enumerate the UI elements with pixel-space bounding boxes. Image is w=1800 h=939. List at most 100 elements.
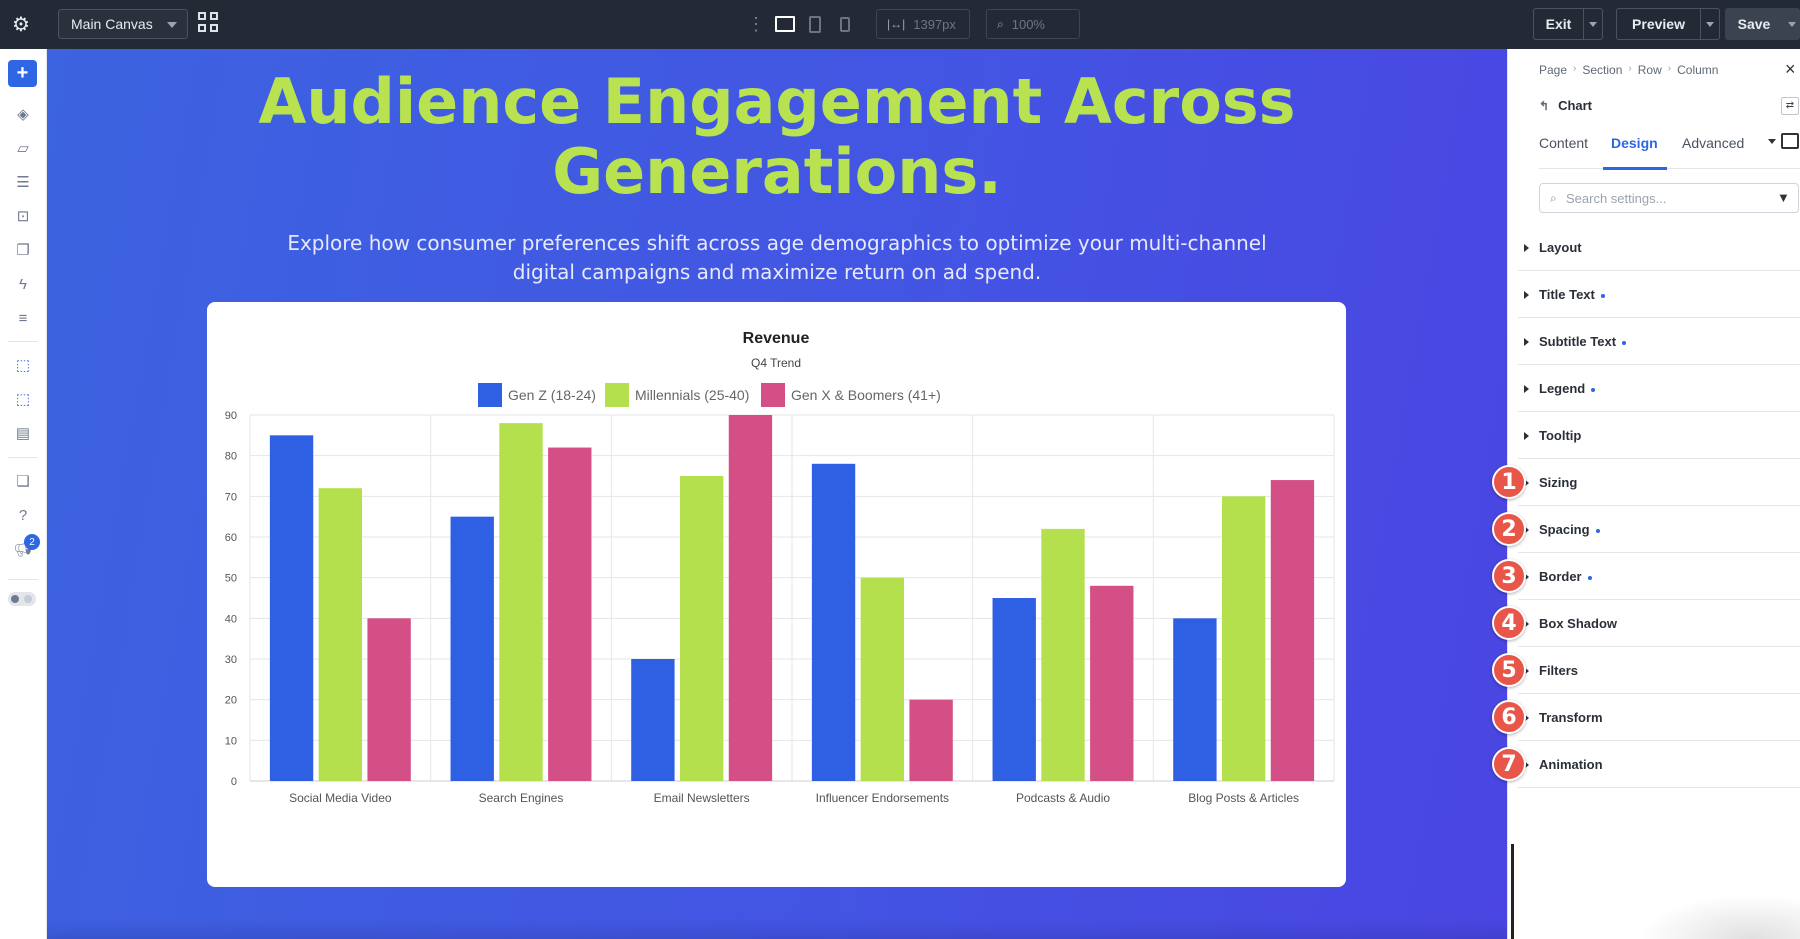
tab-design[interactable]: Design bbox=[1611, 135, 1658, 151]
breadcrumb: Page › Section › Row › Column bbox=[1539, 63, 1718, 77]
breadcrumb-item[interactable]: Row bbox=[1637, 63, 1662, 77]
settings-section-row[interactable]: Spacing bbox=[1518, 506, 1800, 553]
chevron-down-icon bbox=[1589, 21, 1597, 27]
zoom-input[interactable]: ⌕ 100% bbox=[986, 9, 1080, 39]
settings-section-row[interactable]: Box Shadow bbox=[1518, 600, 1800, 647]
settings-section-label: Legend bbox=[1539, 381, 1596, 396]
caret-right-icon bbox=[1524, 432, 1529, 440]
y-tick-label: 80 bbox=[225, 451, 237, 463]
bar bbox=[1270, 480, 1315, 781]
canvas-icon[interactable]: ▤ bbox=[15, 425, 31, 442]
preview-options-button[interactable] bbox=[1700, 8, 1720, 40]
chart-module[interactable]: Revenue Q4 Trend Gen Z (18-24) Millennial… bbox=[207, 302, 1346, 887]
settings-section-row[interactable]: Animation bbox=[1518, 741, 1800, 788]
save-options-button[interactable] bbox=[1783, 8, 1800, 40]
builder-canvas: Audience Engagement Across Generations. … bbox=[47, 49, 1507, 939]
phone-view-button[interactable] bbox=[836, 13, 854, 35]
add-icon[interactable]: + bbox=[8, 60, 37, 87]
tab-advanced[interactable]: Advanced bbox=[1682, 135, 1745, 151]
width-input[interactable]: |↔| 1397px bbox=[876, 9, 970, 39]
search-input[interactable] bbox=[1566, 188, 1766, 208]
width-value: 1397px bbox=[913, 16, 956, 32]
settings-section-label: Layout bbox=[1539, 240, 1582, 255]
filter-icon[interactable]: ▼ bbox=[1777, 190, 1790, 205]
scrollbar[interactable] bbox=[1511, 844, 1514, 939]
divider bbox=[8, 579, 38, 580]
settings-section-label: Animation bbox=[1539, 757, 1603, 772]
settings-section-row[interactable]: Transform bbox=[1518, 694, 1800, 741]
bar bbox=[1221, 496, 1266, 781]
breadcrumb-item[interactable]: Section bbox=[1582, 63, 1623, 77]
bar bbox=[811, 463, 856, 781]
settings-section-row[interactable]: Filters bbox=[1518, 647, 1800, 694]
y-tick-label: 60 bbox=[225, 532, 237, 544]
settings-section-row[interactable]: Legend bbox=[1518, 365, 1800, 412]
caret-right-icon bbox=[1524, 573, 1529, 581]
bar-chart: Revenue Q4 Trend Gen Z (18-24) Millennial… bbox=[225, 330, 1335, 805]
preview-button[interactable]: Preview bbox=[1616, 8, 1700, 40]
settings-section-label: Sizing bbox=[1539, 475, 1577, 490]
step-number-badge: 7 bbox=[1492, 747, 1526, 781]
phone-icon bbox=[840, 16, 850, 32]
chevron-down-icon[interactable] bbox=[1768, 139, 1776, 144]
x-tick-label: Social Media Video bbox=[289, 791, 392, 805]
database-icon[interactable]: ☰ bbox=[16, 174, 30, 191]
step-number-badge: 2 bbox=[1492, 512, 1526, 546]
help-icon[interactable]: ? bbox=[18, 506, 28, 524]
desktop-view-button[interactable] bbox=[774, 13, 796, 35]
lightning-icon[interactable]: ϟ bbox=[19, 275, 27, 293]
breadcrumb-item[interactable]: Page bbox=[1539, 63, 1568, 77]
stack-icon[interactable]: ❏ bbox=[16, 473, 30, 490]
page-subtitle: Explore how consumer preferences shift a… bbox=[287, 231, 1267, 284]
settings-section-row[interactable]: Subtitle Text bbox=[1518, 318, 1800, 365]
settings-section-row[interactable]: Sizing bbox=[1518, 459, 1800, 506]
select-icon[interactable]: ⬚ bbox=[15, 357, 31, 374]
caret-right-icon bbox=[1524, 291, 1529, 299]
x-tick-label: Email Newsletters bbox=[654, 791, 750, 805]
multi-select-icon[interactable]: ⬚ bbox=[15, 391, 31, 408]
breadcrumb-item[interactable]: Column bbox=[1677, 63, 1719, 77]
settings-section-row[interactable]: Title Text bbox=[1518, 271, 1800, 318]
settings-section-row[interactable]: Layout bbox=[1518, 224, 1800, 271]
y-tick-label: 20 bbox=[225, 695, 237, 707]
module-name: Chart bbox=[1558, 98, 1593, 113]
zoom-value: 100% bbox=[1011, 16, 1045, 32]
close-icon[interactable]: × bbox=[1785, 59, 1796, 79]
settings-section-row[interactable]: Tooltip bbox=[1518, 412, 1800, 459]
tablet-view-button[interactable] bbox=[806, 13, 824, 35]
theme-builder-icon[interactable]: ▱ bbox=[17, 140, 29, 157]
more-vertical-icon[interactable]: ⋮ bbox=[747, 13, 765, 34]
adjust-icon[interactable]: ⇄ bbox=[1781, 97, 1799, 115]
canvas-select[interactable]: Main Canvas bbox=[58, 9, 188, 39]
settings-lines-icon[interactable]: ≡ bbox=[18, 309, 28, 327]
back-icon[interactable]: ↰ bbox=[1539, 98, 1550, 113]
tablet-icon bbox=[809, 15, 821, 33]
y-tick-label: 30 bbox=[225, 654, 237, 666]
section-label-text: Border bbox=[1539, 569, 1582, 584]
grid-view-icon[interactable] bbox=[198, 12, 220, 34]
exit-options-button[interactable] bbox=[1583, 8, 1603, 40]
desktop-icon bbox=[775, 16, 795, 32]
gear-icon[interactable]: ⚙ bbox=[12, 13, 30, 36]
section-label-text: Spacing bbox=[1539, 522, 1590, 537]
y-tick-label: 70 bbox=[225, 491, 237, 503]
preview-box-icon[interactable] bbox=[1781, 133, 1799, 149]
bar bbox=[992, 598, 1036, 781]
width-icon: |↔| bbox=[887, 17, 906, 31]
section-label-text: Sizing bbox=[1539, 475, 1578, 490]
x-tick-label: Blog Posts & Articles bbox=[1188, 791, 1299, 805]
chart-grid: 0 10 20 30 40 50 60 70 80 90 bbox=[225, 410, 1335, 788]
caret-right-icon bbox=[1524, 479, 1529, 487]
pages-icon[interactable]: ❐ bbox=[16, 242, 30, 259]
tab-content[interactable]: Content bbox=[1539, 135, 1589, 151]
bar bbox=[860, 577, 905, 781]
legend-swatch bbox=[605, 383, 629, 407]
save-button[interactable]: Save bbox=[1725, 8, 1783, 40]
portability-icon[interactable]: ⊡ bbox=[16, 208, 30, 225]
mode-toggle-icon[interactable] bbox=[8, 592, 36, 606]
layers-icon[interactable]: ◈ bbox=[17, 106, 29, 123]
page-title: Audience Engagement Across Generations. bbox=[258, 65, 1296, 208]
settings-section-row[interactable]: Border bbox=[1518, 553, 1800, 600]
settings-section-label: Filters bbox=[1539, 663, 1578, 678]
exit-button[interactable]: Exit bbox=[1533, 8, 1583, 40]
